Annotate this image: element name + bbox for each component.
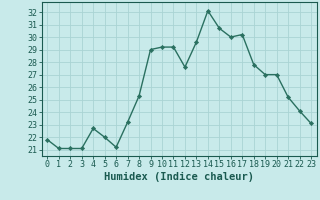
X-axis label: Humidex (Indice chaleur): Humidex (Indice chaleur) xyxy=(104,172,254,182)
